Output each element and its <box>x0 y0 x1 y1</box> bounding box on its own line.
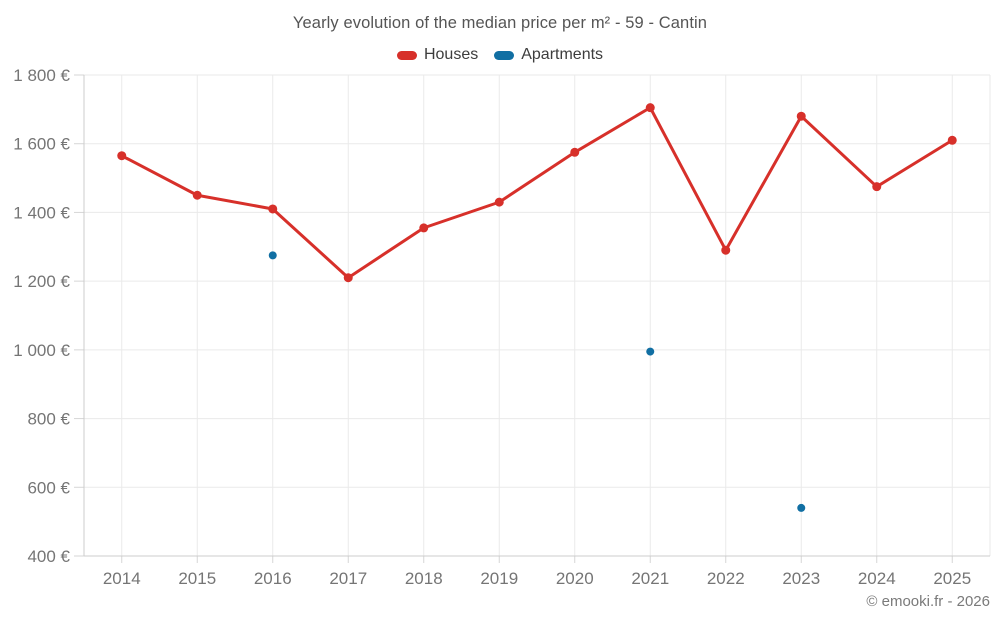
chart-title: Yearly evolution of the median price per… <box>292 14 708 32</box>
houses-legend-swatch-icon <box>396 50 417 60</box>
y-tick-label: 1 000 € <box>13 341 70 360</box>
legend-label-apartments: Apartments <box>521 46 604 63</box>
houses-point-2014[interactable] <box>117 151 127 161</box>
y-tick-label: 400 € <box>27 547 70 566</box>
x-tick-label: 2020 <box>556 569 594 588</box>
x-tick-label: 2024 <box>858 569 896 588</box>
houses-point-2020[interactable] <box>570 147 580 157</box>
apartments-point-2016[interactable] <box>268 251 277 260</box>
x-tick-label: 2016 <box>254 569 292 588</box>
y-tick-label: 1 200 € <box>13 272 70 291</box>
x-tick-label: 2021 <box>631 569 669 588</box>
x-tick-label: 2023 <box>782 569 820 588</box>
apartments-point-2023[interactable] <box>797 503 806 512</box>
x-tick-label: 2018 <box>405 569 443 588</box>
x-tick-label: 2022 <box>707 569 745 588</box>
y-tick-label: 1 600 € <box>13 135 70 154</box>
apartments-point-2021[interactable] <box>646 347 655 356</box>
y-tick-label: 1 800 € <box>13 66 70 85</box>
houses-point-2017[interactable] <box>343 273 353 283</box>
y-tick-label: 1 400 € <box>13 203 70 222</box>
houses-point-2021[interactable] <box>645 103 655 113</box>
y-tick-label: 600 € <box>27 478 70 497</box>
x-tick-label: 2025 <box>933 569 971 588</box>
houses-point-2018[interactable] <box>419 223 429 233</box>
x-tick-label: 2014 <box>103 569 141 588</box>
copyright-footer: © emooki.fr - 2026 <box>866 593 990 610</box>
houses-point-2015[interactable] <box>192 190 202 200</box>
legend-label-houses: Houses <box>423 46 479 63</box>
x-tick-label: 2017 <box>329 569 367 588</box>
x-tick-label: 2019 <box>480 569 518 588</box>
houses-point-2016[interactable] <box>268 204 278 214</box>
houses-point-2023[interactable] <box>796 111 806 121</box>
legend-item-houses[interactable]: Houses <box>396 46 479 64</box>
houses-point-2025[interactable] <box>947 135 957 145</box>
houses-point-2022[interactable] <box>721 245 731 255</box>
apartments-legend-swatch-icon <box>494 50 515 60</box>
houses-line <box>120 106 954 280</box>
x-tick-label: 2015 <box>178 569 216 588</box>
legend: Houses Apartments <box>0 45 1000 65</box>
houses-point-2019[interactable] <box>494 197 504 207</box>
legend-item-apartments[interactable]: Apartments <box>494 46 603 64</box>
houses-point-2024[interactable] <box>872 182 882 192</box>
y-tick-label: 800 € <box>27 410 70 429</box>
